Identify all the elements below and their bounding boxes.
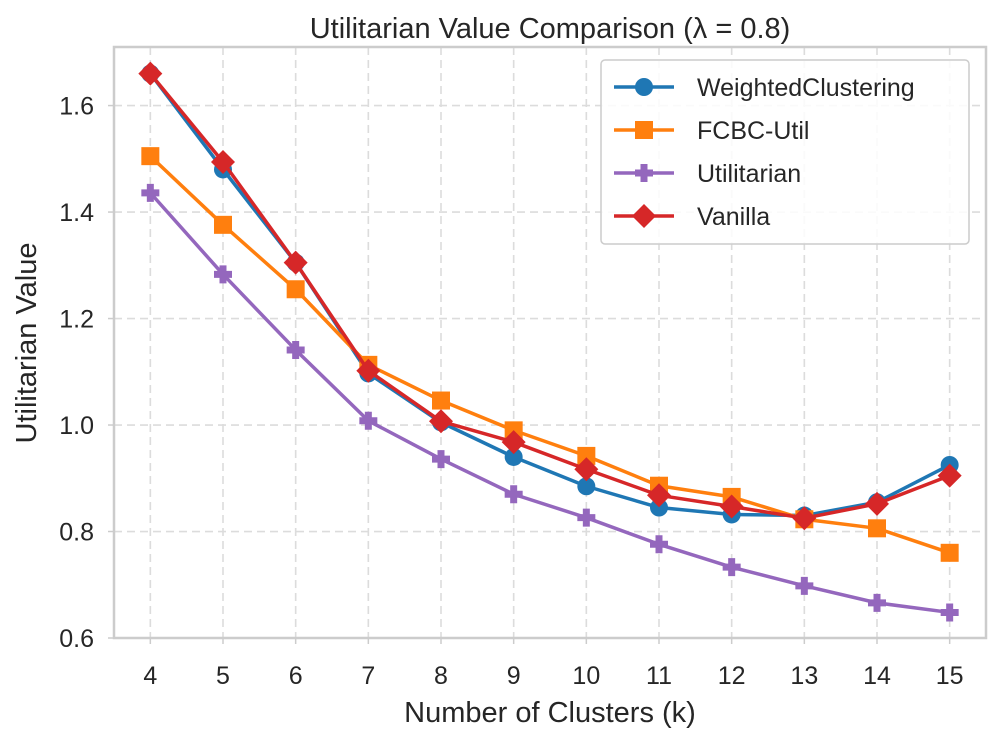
x-tick-label: 14 xyxy=(863,662,891,690)
legend-marker-weightedclustering xyxy=(635,78,653,96)
data-point-utilitarian xyxy=(286,340,305,359)
data-point-utilitarian xyxy=(141,183,160,202)
x-tick-label: 15 xyxy=(936,662,964,690)
data-point-utilitarian xyxy=(504,485,523,504)
legend-marker-fcbc-util xyxy=(635,121,653,139)
data-point-utilitarian xyxy=(795,576,814,595)
legend-label-vanilla: Vanilla xyxy=(697,203,770,231)
data-point-vanilla xyxy=(647,483,671,508)
x-tick-label: 9 xyxy=(507,662,521,690)
y-tick-label: 1.0 xyxy=(59,412,94,440)
data-point-utilitarian xyxy=(214,265,232,284)
series-vanilla xyxy=(138,61,962,531)
data-point-vanilla xyxy=(792,506,817,531)
data-point-fcbc-util xyxy=(432,391,450,410)
data-point-fcbc-util xyxy=(214,215,232,234)
legend-label-fcbc-util: FCBC-Util xyxy=(697,117,810,145)
series-line-utilitarian xyxy=(149,191,950,615)
data-point-utilitarian xyxy=(577,508,596,527)
data-point-vanilla xyxy=(211,150,235,175)
data-point-vanilla xyxy=(501,430,526,455)
x-tick-label: 6 xyxy=(289,662,303,690)
legend: WeightedClustering FCBC-Util Utilitarian Va… xyxy=(600,59,970,245)
data-point-weightedclustering xyxy=(577,477,596,496)
x-tick-label: 12 xyxy=(718,662,746,690)
x-tick-label: 13 xyxy=(790,662,818,690)
legend-marker-utilitarian xyxy=(635,164,653,182)
series-line-vanilla xyxy=(148,72,951,520)
y-tick-label: 0.6 xyxy=(59,625,94,653)
plot-frame xyxy=(112,45,988,640)
data-point-vanilla xyxy=(865,491,889,516)
data-point-fcbc-util xyxy=(577,446,596,465)
data-point-vanilla xyxy=(138,61,163,86)
data-point-vanilla xyxy=(937,463,962,488)
legend-label-utilitarian: Utilitarian xyxy=(697,160,801,188)
data-point-fcbc-util xyxy=(141,147,160,166)
data-point-utilitarian xyxy=(868,593,886,612)
data-point-vanilla xyxy=(356,358,381,383)
data-point-weightedclustering xyxy=(650,498,668,517)
data-point-vanilla xyxy=(574,457,599,482)
data-point-weightedclustering xyxy=(504,447,523,466)
data-point-fcbc-util xyxy=(940,543,959,562)
x-tick-label: 7 xyxy=(361,662,375,690)
legend-marker-vanilla xyxy=(632,204,656,228)
x-tick-label: 8 xyxy=(434,662,448,690)
y-tick-label: 1.2 xyxy=(59,306,94,334)
x-tick-label: 5 xyxy=(216,662,230,690)
series-utilitarian xyxy=(141,183,959,622)
data-point-utilitarian xyxy=(432,450,450,469)
x-tick-label: 4 xyxy=(143,662,157,690)
data-point-vanilla xyxy=(719,494,744,519)
data-point-utilitarian xyxy=(722,558,741,577)
legend-label-weightedclustering: WeightedClustering xyxy=(697,74,915,102)
plot-area: 4 5 6 7 8 9 10 11 12 13 14 15 0.6 0.8 1.0 1.2 1.4 1.6 Weig… xyxy=(59,45,988,690)
series-line-fcbc-util xyxy=(149,154,951,555)
data-point-vanilla xyxy=(429,409,453,434)
y-axis-label: Utilitarian Value xyxy=(11,243,43,444)
x-tick-label: 10 xyxy=(572,662,600,690)
y-tick-label: 0.8 xyxy=(59,519,94,547)
data-point-utilitarian xyxy=(940,603,959,622)
data-point-utilitarian xyxy=(650,535,668,554)
x-axis-label: Number of Clusters (k) xyxy=(404,697,696,729)
data-point-vanilla xyxy=(283,250,308,275)
y-tick-label: 1.6 xyxy=(59,93,94,121)
legend-box xyxy=(600,59,970,245)
y-tick-label: 1.4 xyxy=(59,199,94,227)
data-point-fcbc-util xyxy=(868,519,886,538)
data-point-fcbc-util xyxy=(286,280,305,299)
x-tick-label: 11 xyxy=(646,662,672,690)
chart-title: Utilitarian Value Comparison (λ = 0.8) xyxy=(310,13,791,45)
data-point-utilitarian xyxy=(359,411,378,430)
